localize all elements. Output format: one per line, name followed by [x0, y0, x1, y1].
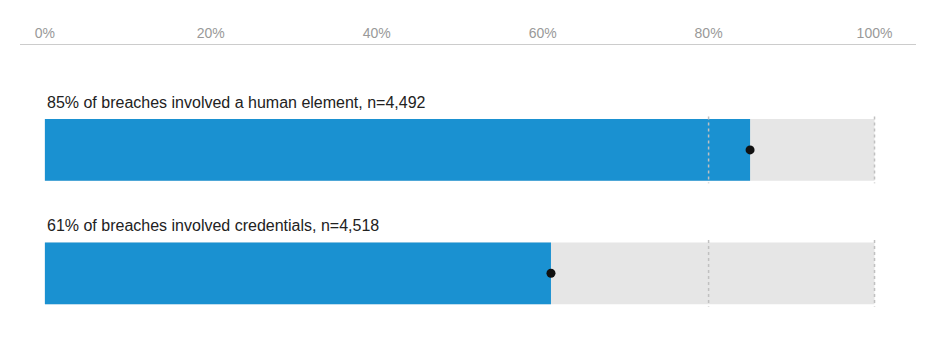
svg-text:20%: 20% — [197, 25, 225, 41]
svg-text:85% of breaches involved a hum: 85% of breaches involved a human element… — [47, 94, 426, 111]
svg-text:40%: 40% — [363, 25, 391, 41]
svg-text:80%: 80% — [695, 25, 723, 41]
svg-text:60%: 60% — [529, 25, 557, 41]
svg-text:100%: 100% — [857, 25, 893, 41]
svg-text:0%: 0% — [35, 25, 55, 41]
svg-text:61% of breaches involved crede: 61% of breaches involved credentials, n=… — [47, 217, 379, 234]
